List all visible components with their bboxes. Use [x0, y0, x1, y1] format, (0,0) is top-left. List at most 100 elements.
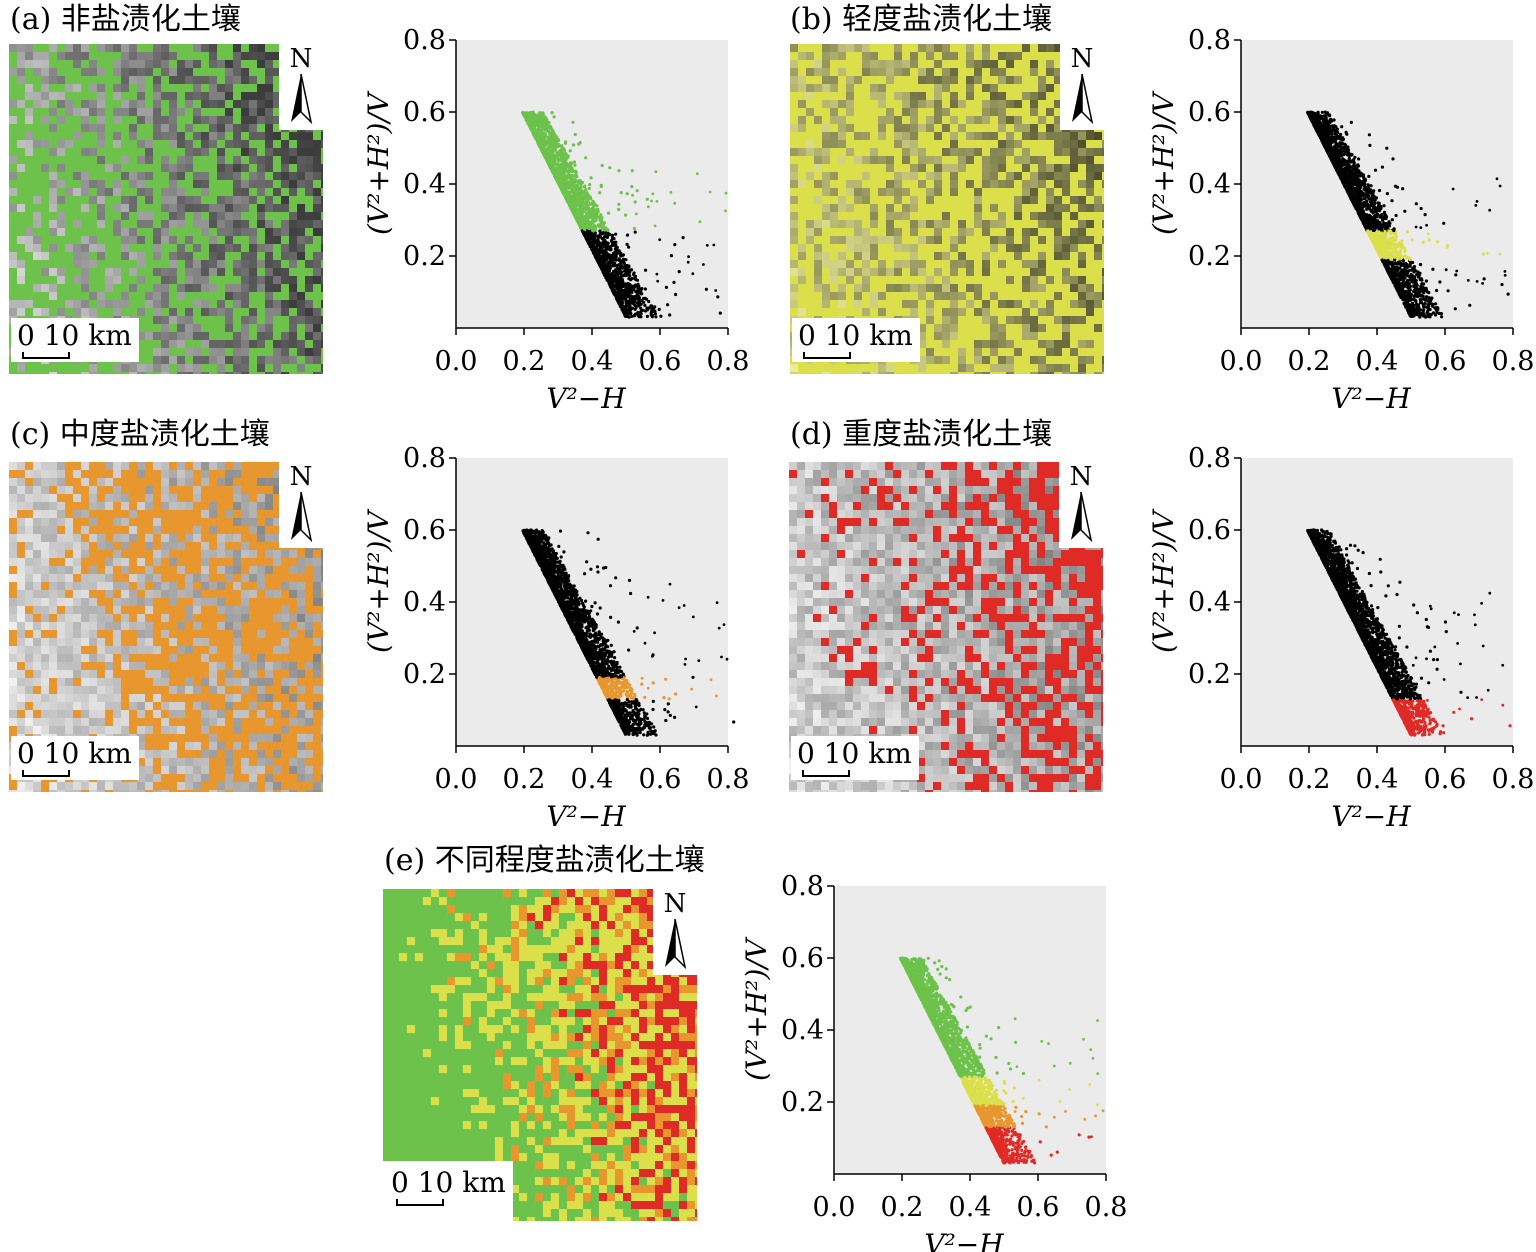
data-point [641, 296, 646, 301]
data-point [627, 272, 631, 276]
data-point [1368, 213, 1372, 217]
data-point [588, 202, 592, 206]
scale-bar-label: 0 10 km [391, 1167, 506, 1199]
data-point [617, 207, 621, 212]
data-point [1434, 313, 1438, 317]
data-point [1369, 184, 1373, 188]
data-point [540, 133, 544, 137]
outlier-point [653, 224, 657, 228]
data-point [624, 282, 628, 286]
scale-bar-label: 0 10 km [797, 738, 912, 770]
data-point [605, 265, 609, 269]
outlier-point [646, 205, 650, 209]
data-point [548, 134, 552, 139]
scale-bar-label: 0 10 km [798, 320, 913, 352]
data-point [1393, 246, 1397, 250]
data-point [579, 219, 583, 223]
data-point [1387, 239, 1391, 243]
data-point [1374, 196, 1379, 200]
data-point [1404, 261, 1408, 266]
data-point [564, 152, 568, 156]
data-point [630, 290, 634, 294]
outlier-point [714, 289, 718, 292]
data-point [1390, 218, 1394, 222]
data-point [606, 245, 610, 249]
data-point [1394, 213, 1398, 218]
data-point [596, 207, 600, 212]
data-point [582, 189, 586, 193]
data-point [672, 280, 676, 284]
data-point [1351, 192, 1355, 196]
data-point [616, 292, 620, 296]
data-point [625, 264, 629, 268]
data-point [628, 283, 632, 287]
data-point [645, 197, 649, 201]
data-point [622, 289, 626, 293]
data-point [595, 249, 600, 253]
data-point [1423, 302, 1427, 306]
panel-title-e: (e) 不同程度盐渍化土壤 [384, 843, 705, 879]
data-point [643, 303, 647, 307]
scatter-points [521, 110, 728, 319]
data-point [584, 192, 588, 196]
data-point [1402, 278, 1406, 282]
data-point [597, 262, 602, 266]
data-point [635, 292, 639, 296]
data-point [606, 260, 610, 265]
data-point [634, 312, 638, 316]
data-point [613, 270, 617, 274]
plot-background [456, 40, 728, 328]
data-point [578, 223, 582, 228]
data-point [561, 173, 565, 177]
data-point [566, 197, 570, 201]
data-point [550, 168, 554, 172]
data-point [606, 211, 611, 215]
data-point [608, 278, 612, 282]
data-point [1382, 204, 1386, 208]
data-point [1423, 213, 1427, 217]
data-point [610, 272, 614, 276]
data-point [608, 247, 612, 252]
data-point [1427, 308, 1431, 312]
data-point [619, 260, 623, 264]
data-point [1436, 240, 1440, 244]
data-point [591, 249, 595, 253]
y-tick-label: 0.4 [403, 169, 446, 200]
x-tick-label: 0.8 [707, 346, 750, 377]
data-point [622, 261, 626, 265]
data-point [583, 208, 588, 212]
data-point [1366, 186, 1370, 190]
data-point [1419, 293, 1424, 297]
data-point [1506, 292, 1510, 296]
data-point [1412, 284, 1416, 288]
data-point [531, 130, 535, 134]
scale-bar-line [22, 352, 70, 359]
panel-title-a: (a) 非盐渍化土壤 [10, 2, 241, 38]
data-point [581, 229, 585, 233]
data-point [621, 257, 626, 261]
data-point [653, 309, 657, 313]
map-image [383, 889, 697, 1221]
data-point [548, 150, 552, 154]
data-point [1435, 288, 1439, 293]
north-arrow-icon [291, 491, 313, 543]
data-point [529, 114, 533, 118]
data-point [541, 152, 546, 156]
outlier-point [686, 260, 690, 264]
data-point [1424, 305, 1428, 309]
data-point [564, 186, 568, 190]
data-point [593, 253, 597, 257]
data-point [608, 166, 612, 170]
data-point [582, 232, 586, 236]
data-point [573, 213, 578, 217]
data-point [552, 115, 556, 119]
data-point [1383, 255, 1387, 259]
outlier-point [631, 193, 634, 197]
data-point [574, 183, 578, 188]
data-point [595, 211, 599, 215]
data-point [616, 271, 620, 275]
data-point [605, 235, 609, 239]
data-point [535, 119, 539, 123]
data-point [630, 185, 634, 189]
x-tick-label: 0.0 [435, 346, 478, 377]
